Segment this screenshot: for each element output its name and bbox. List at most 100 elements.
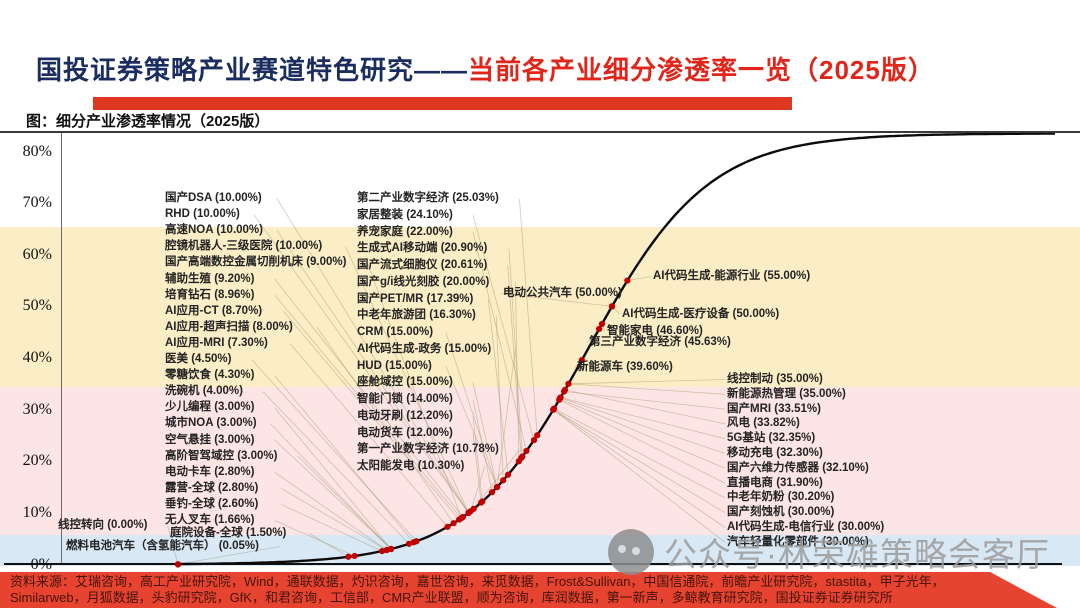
footer-source-band: 资料来源：艾瑞咨询，高工产业研究院，Wind，通联数据，灼识咨询，嘉世咨询，来觅… [0,572,1057,608]
data-point-dot [478,499,485,506]
label-connector-line [559,399,726,484]
industry-label: 线控转向 (0.00%) [58,519,148,531]
band-early-pink [0,387,1080,535]
industry-label: 电动牙刷 (12.20%) [357,409,453,422]
label-connector-line [308,533,349,558]
y-axis-line [61,133,62,564]
label-connector-line [177,546,281,565]
industry-label: 国产g/i线光刻胶 (20.00%) [357,275,490,288]
industry-label: 新能源热管理 (35.00%) [727,387,846,400]
label-connector-line [274,375,414,543]
label-connector-line [627,276,652,281]
y-axis-tick-label: 50% [22,297,52,315]
label-connector-line [508,248,523,457]
label-connector-line [560,397,726,454]
industry-label: 新能源车 (39.60%) [577,361,673,373]
industry-label: RHD (10.00%) [165,208,240,221]
industry-label: 直播电商 (31.90%) [727,476,823,489]
label-connector-line [276,198,469,514]
industry-label: CRM (15.00%) [357,326,434,338]
label-connector-line [276,230,469,514]
y-axis-tick-label: 10% [22,503,52,521]
chat-dots-icon [608,529,654,575]
industry-label: 庭院设备-全球 (1.50%) [170,527,287,539]
data-point-dot [523,447,530,455]
industry-label: 少儿编程 (3.00%) [165,401,255,414]
industry-label: 培育钻石 (8.96%) [165,288,255,301]
industry-label: 家居整装 (24.10%) [357,208,453,221]
industry-label: AI应用-超声扫描 (8.00%) [165,320,293,333]
data-point-dot [504,471,512,478]
label-connector-line [274,407,392,550]
label-connector-line [280,487,387,551]
data-point-dot [624,277,631,284]
label-connector-line [507,265,522,459]
industry-label: 零糖饮食 (4.30%) [165,369,255,382]
data-point-dot [550,406,557,413]
industry-label: 高阶智驾域控 (3.00%) [165,449,278,462]
label-connector-line [251,359,417,542]
label-connector-line [472,399,493,493]
footer-source-line-1: 资料来源：艾瑞咨询，高工产业研究院，Wind，通联数据，灼识咨询，嘉世咨询，来觅… [10,574,945,589]
label-connector-line [274,471,387,551]
label-connector-line [472,215,535,441]
industry-label: 国产DSA (10.00%) [165,192,262,204]
y-axis-tick-label: 80% [22,142,52,160]
data-point-dot [351,552,358,560]
data-point-dot [530,436,538,444]
page-title-main: 国投证券策略产业赛道特色研究—— [36,55,469,85]
data-point-dot [467,508,474,515]
band-growth-yellow [0,227,1080,387]
label-connector-line [167,525,179,565]
data-point-dot [493,483,501,491]
y-axis-tick-label: 60% [22,245,52,263]
label-connector-line [487,298,509,475]
label-connector-line [253,214,469,514]
industry-label: AI代码生成-能源行业 (55.00%) [653,270,811,282]
page-title: 国投证券策略产业赛道特色研究——当前各产业细分渗透率一览（2025版） [36,50,935,87]
industry-label: 智能门锁 (14.00%) [357,393,453,405]
industry-label: 空气悬挂 (3.00%) [165,433,255,446]
data-point-dot [561,386,569,394]
data-point-dot [598,320,606,328]
industry-label: 线控制动 (35.00%) [727,373,823,385]
industry-label: 电动卡车 (2.80%) [165,465,255,478]
page-title-accent: 当前各产业细分渗透率一览（2025版） [468,55,935,85]
industry-label: 第三产业数字经济 (45.63%) [589,336,731,348]
data-point-dot [379,547,386,555]
label-connector-line [262,391,410,545]
y-axis-tick-label: 30% [22,400,52,418]
label-connector-line [472,231,527,452]
industry-label: AI代码生成-政务 (15.00%) [357,342,492,355]
label-connector-line [316,327,454,524]
industry-label: 生成式AI移动端 (20.90%) [357,242,488,255]
label-connector-line [553,408,726,499]
title-underline-bar [93,97,792,110]
industry-label: 国产高端数控金属切削机床 (9.00%) [165,256,347,269]
label-connector-line [280,504,383,552]
industry-label: 医美 (4.50%) [165,353,232,365]
label-connector-line [564,391,726,410]
label-connector-line [289,343,448,528]
industry-label: 太阳能发电 (10.30%) [357,460,465,472]
industry-label: 国产刻蚀机 (30.00%) [727,506,835,519]
industry-label: 移动充电 (32.30%) [727,447,823,459]
label-connector-line [283,310,460,520]
label-connector-line [274,520,355,557]
label-connector-line [472,382,498,488]
label-connector-line [274,278,464,518]
caption-rule [0,131,1080,133]
label-connector-line [553,409,726,528]
data-point-dot [444,523,451,530]
label-connector-line [553,409,726,543]
label-connector-line [445,332,498,488]
label-connector-line [519,198,538,436]
s-curve-plot [167,133,1055,568]
industry-label: 垂钓-全球 (2.60%) [165,497,259,510]
label-connector-line [345,246,469,514]
data-point-dot [565,380,572,387]
industry-label: AI代码生成-电信行业 (30.00%) [727,521,885,533]
industry-label: 城市NOA (3.00%) [165,417,257,430]
industry-label: 第二产业数字经济 (25.03%) [357,192,499,204]
